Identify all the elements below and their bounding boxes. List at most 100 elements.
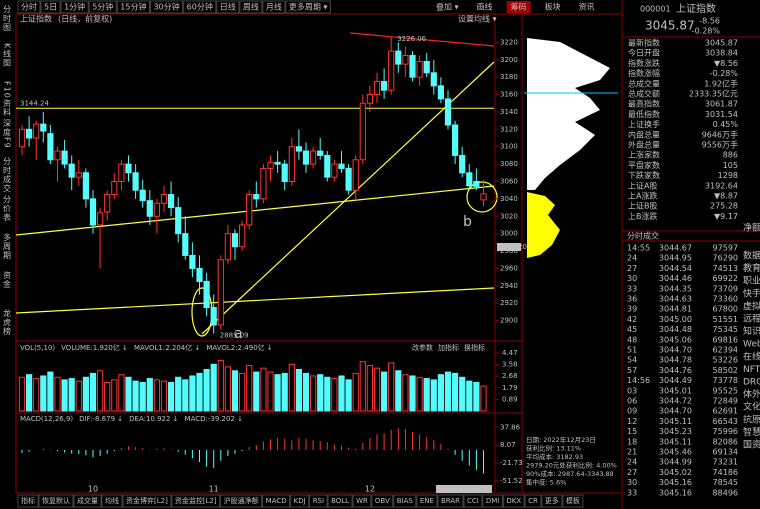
candle-body xyxy=(338,163,345,169)
bottom-tab[interactable]: BIAS xyxy=(397,497,414,505)
sidebar-tab[interactable]: 多周期 xyxy=(3,232,12,260)
period-frame xyxy=(285,0,331,14)
period-button[interactable]: 60分钟 xyxy=(187,2,213,12)
sidebar-tab[interactable]: 分时成交 xyxy=(3,157,12,193)
tool-button[interactable]: 筹码 xyxy=(511,2,527,12)
ma-setting[interactable]: 设置均线 ▾ xyxy=(458,14,497,24)
chip-info: 平均成本: 3182.93 xyxy=(526,452,583,461)
bottom-tab[interactable]: RSI xyxy=(313,497,324,505)
period-button[interactable]: 月线 xyxy=(266,2,282,12)
period-button[interactable]: 15分钟 xyxy=(120,2,146,12)
y-tick-label: 1.79 xyxy=(502,384,518,392)
panel-tool[interactable]: 加指标 xyxy=(438,343,459,352)
bottom-tab[interactable]: 资金监控[L2] xyxy=(175,496,217,505)
period-button[interactable]: 30分钟 xyxy=(153,2,179,12)
tick-price: 3044.78 xyxy=(659,356,692,365)
tick-time: 57 xyxy=(627,366,637,375)
tick-volume: 82086 xyxy=(713,437,738,446)
quote-value: ▼8.87 xyxy=(714,192,738,201)
bottom-tab[interactable]: OBV xyxy=(375,497,390,505)
sidebar-tab[interactable]: 资金 xyxy=(3,270,12,289)
candle-body xyxy=(324,154,331,178)
volume-bar xyxy=(132,380,139,412)
bottom-tab[interactable]: MACD xyxy=(266,497,287,505)
bottom-tab[interactable]: 恢复默认 xyxy=(42,496,70,505)
volume-bar xyxy=(97,370,104,412)
sidebar-tab[interactable]: 深度F9 xyxy=(3,119,12,149)
tick-time: 33 xyxy=(627,488,637,497)
candle-body xyxy=(196,267,203,282)
bottom-tab[interactable]: ENE xyxy=(420,497,434,505)
quote-label: 上证换手 xyxy=(628,119,660,129)
sidebar-tab[interactable]: 分时图 xyxy=(3,5,12,32)
period-frame xyxy=(239,0,263,14)
bottom-tab[interactable]: CCI xyxy=(467,497,479,505)
candle-body xyxy=(281,163,288,183)
cursor-price: 2979.20 xyxy=(498,243,527,251)
quote-label: 总成交额 xyxy=(628,89,660,99)
bottom-tab[interactable]: DKX xyxy=(506,497,521,505)
bottom-tab[interactable]: 模板 xyxy=(566,496,580,505)
tool-button[interactable]: 叠加 ▾ xyxy=(436,2,459,12)
sidebar-tab[interactable]: K线图 xyxy=(3,43,12,67)
tool-button[interactable]: 资讯 xyxy=(579,2,595,12)
side-strip-item: 虚拟 xyxy=(743,300,760,312)
tool-button[interactable]: 板块 xyxy=(545,2,561,12)
volume-bar xyxy=(175,376,182,412)
candle-body xyxy=(153,202,161,217)
bottom-tab[interactable]: 指标 xyxy=(21,496,35,505)
period-button[interactable]: 周线 xyxy=(243,2,259,12)
panel-tool[interactable]: 改参数 xyxy=(412,343,433,352)
candle-body xyxy=(125,163,132,174)
bottom-tab[interactable]: 成交量 xyxy=(77,496,98,505)
volume-bar xyxy=(373,367,381,412)
period-button[interactable]: 分时 xyxy=(21,2,37,12)
quote-label: 上涨家数 xyxy=(628,150,660,160)
panel-tool[interactable]: 换指标 xyxy=(464,343,485,352)
period-button[interactable]: 1分钟 xyxy=(64,2,85,12)
quote-value: 3031.54 xyxy=(705,110,738,119)
period-frame xyxy=(262,0,286,14)
tab-frame xyxy=(122,494,172,508)
candle-body xyxy=(388,50,395,91)
quote-value: 2333.35亿元 xyxy=(689,89,738,99)
tick-time: 12 xyxy=(627,417,637,426)
volume-bar xyxy=(33,378,40,412)
tick-time: 48 xyxy=(627,335,637,344)
sidebar-tab[interactable]: 分价表 xyxy=(3,195,12,222)
tick-volume: 75345 xyxy=(713,325,738,334)
volume-bar xyxy=(139,381,146,412)
period-button[interactable]: 日线 xyxy=(220,2,236,12)
bottom-tab[interactable]: CR xyxy=(528,497,538,505)
bottom-tab[interactable]: DMI xyxy=(486,497,500,505)
candle-body xyxy=(480,193,487,201)
bottom-tab[interactable]: BRAR xyxy=(441,497,460,505)
sidebar-tab[interactable]: 龙虎榜 xyxy=(3,308,12,336)
period-button[interactable]: 5日 xyxy=(44,3,57,12)
ticks-title: 分时成交 xyxy=(627,231,659,241)
candle-body xyxy=(260,167,267,200)
period-button[interactable]: 更多周期 ▾ xyxy=(289,2,328,12)
sidebar-tab[interactable]: F10资料 xyxy=(3,81,12,117)
bottom-tab[interactable]: BOLL xyxy=(331,497,349,505)
bottom-tab[interactable]: KDJ xyxy=(294,497,306,505)
tab-frame xyxy=(309,494,328,508)
tick-price: 3045.11 xyxy=(659,437,692,446)
bottom-tab[interactable]: 更多 xyxy=(545,496,559,505)
bottom-tab[interactable]: WR xyxy=(356,497,368,505)
bottom-tab[interactable]: 沪股通净额 xyxy=(224,496,259,505)
bottom-tab[interactable]: 资金博弈[L2] xyxy=(126,496,168,505)
tab-frame xyxy=(482,494,503,508)
candle-body xyxy=(302,150,310,165)
tool-button[interactable]: 画线 xyxy=(477,2,493,12)
quote-label: 总成交量 xyxy=(628,78,660,88)
note: b xyxy=(463,214,472,230)
candle-body xyxy=(189,254,196,269)
bottom-tab[interactable]: 均线 xyxy=(105,496,119,505)
tick-price: 3044.46 xyxy=(659,274,692,283)
period-button[interactable]: 5分钟 xyxy=(92,2,113,12)
volume-bar xyxy=(295,368,302,412)
y-tick-label: 2960 xyxy=(500,264,518,272)
indicator-header: MACD:-39.202 ↓ xyxy=(185,415,243,423)
volume-bar xyxy=(160,380,168,412)
